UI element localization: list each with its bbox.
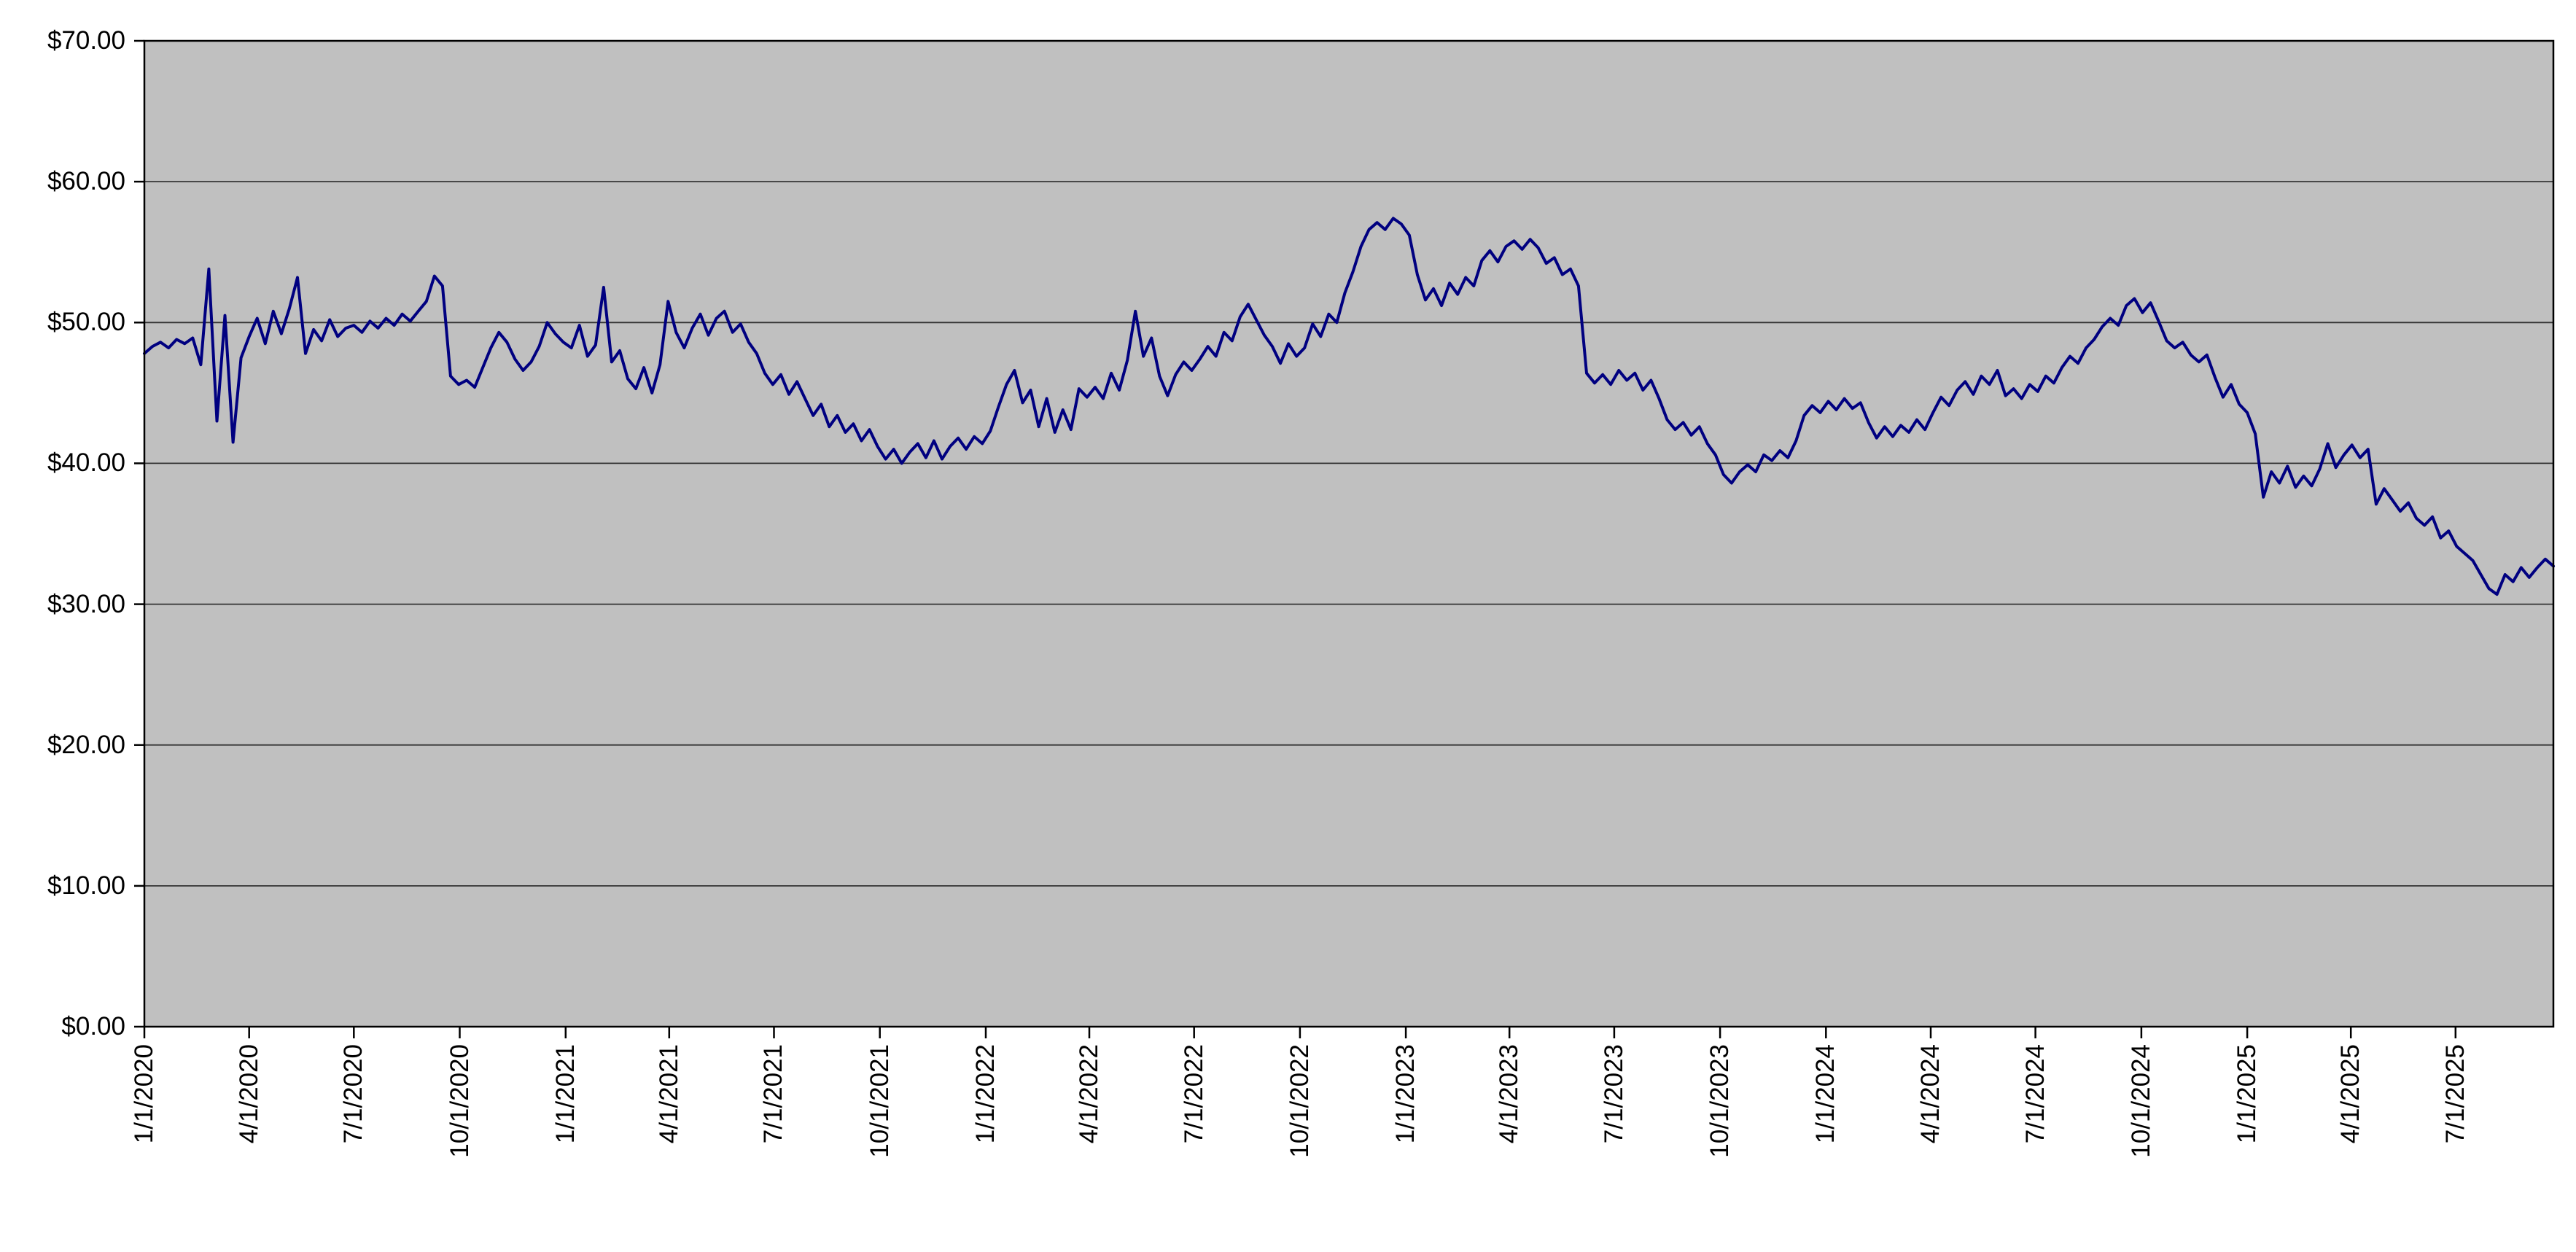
y-axis-tick-label: $60.00 (47, 167, 125, 196)
x-axis-tick-label: 10/1/2024 (2126, 1044, 2155, 1158)
x-axis-tick-label: 1/1/2023 (1391, 1044, 1420, 1144)
x-axis-tick-label: 7/1/2022 (1179, 1044, 1208, 1144)
y-axis-tick-label: $50.00 (47, 308, 125, 337)
x-axis-tick-label: 7/1/2020 (339, 1044, 368, 1144)
x-axis-tick-label: 4/1/2024 (1915, 1044, 1945, 1144)
x-axis-tick-label: 1/1/2024 (1811, 1044, 1840, 1144)
x-axis-tick-label: 4/1/2022 (1075, 1044, 1104, 1144)
x-axis-tick-label: 4/1/2025 (2336, 1044, 2365, 1144)
x-axis-tick-label: 1/1/2021 (550, 1044, 580, 1144)
y-axis-tick-label: $10.00 (47, 871, 125, 900)
x-axis-tick-label: 4/1/2021 (654, 1044, 683, 1144)
x-axis-tick-label: 1/1/2020 (130, 1044, 158, 1144)
x-axis-tick-label: 7/1/2024 (2020, 1044, 2050, 1144)
x-axis-tick-label: 1/1/2025 (2233, 1044, 2262, 1144)
x-axis-tick-label: 7/1/2025 (2440, 1044, 2470, 1144)
y-axis-tick-label: $20.00 (47, 730, 125, 759)
y-axis-tick-label: $0.00 (61, 1012, 125, 1041)
x-axis-tick-label: 10/1/2021 (865, 1044, 894, 1158)
y-axis-tick-label: $40.00 (47, 448, 125, 478)
x-axis-tick-label: 4/1/2023 (1495, 1044, 1524, 1144)
plot-area (144, 41, 2553, 1027)
x-axis-tick-label: 7/1/2021 (759, 1044, 788, 1144)
x-axis-tick-label: 7/1/2023 (1599, 1044, 1628, 1144)
x-axis-tick-label: 4/1/2020 (234, 1044, 263, 1144)
x-axis-tick-label: 1/1/2022 (970, 1044, 1000, 1144)
y-axis-tick-label: $30.00 (47, 589, 125, 618)
y-axis-tick-label: $70.00 (47, 26, 125, 55)
x-axis-tick-label: 10/1/2022 (1285, 1044, 1314, 1158)
x-axis-tick-label: 10/1/2020 (445, 1044, 474, 1158)
price-line-series (143, 217, 2555, 596)
x-axis-tick-label: 10/1/2023 (1705, 1044, 1735, 1158)
plot-border (143, 39, 2555, 1028)
